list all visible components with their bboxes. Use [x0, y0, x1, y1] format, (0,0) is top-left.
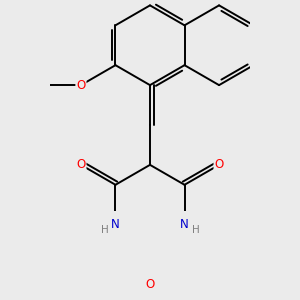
Text: O: O: [76, 158, 86, 171]
Text: H: H: [192, 225, 200, 235]
Text: O: O: [146, 278, 154, 291]
Text: O: O: [76, 79, 86, 92]
Text: N: N: [180, 218, 189, 231]
Text: N: N: [111, 218, 120, 231]
Text: O: O: [214, 158, 224, 171]
Text: H: H: [100, 225, 108, 235]
